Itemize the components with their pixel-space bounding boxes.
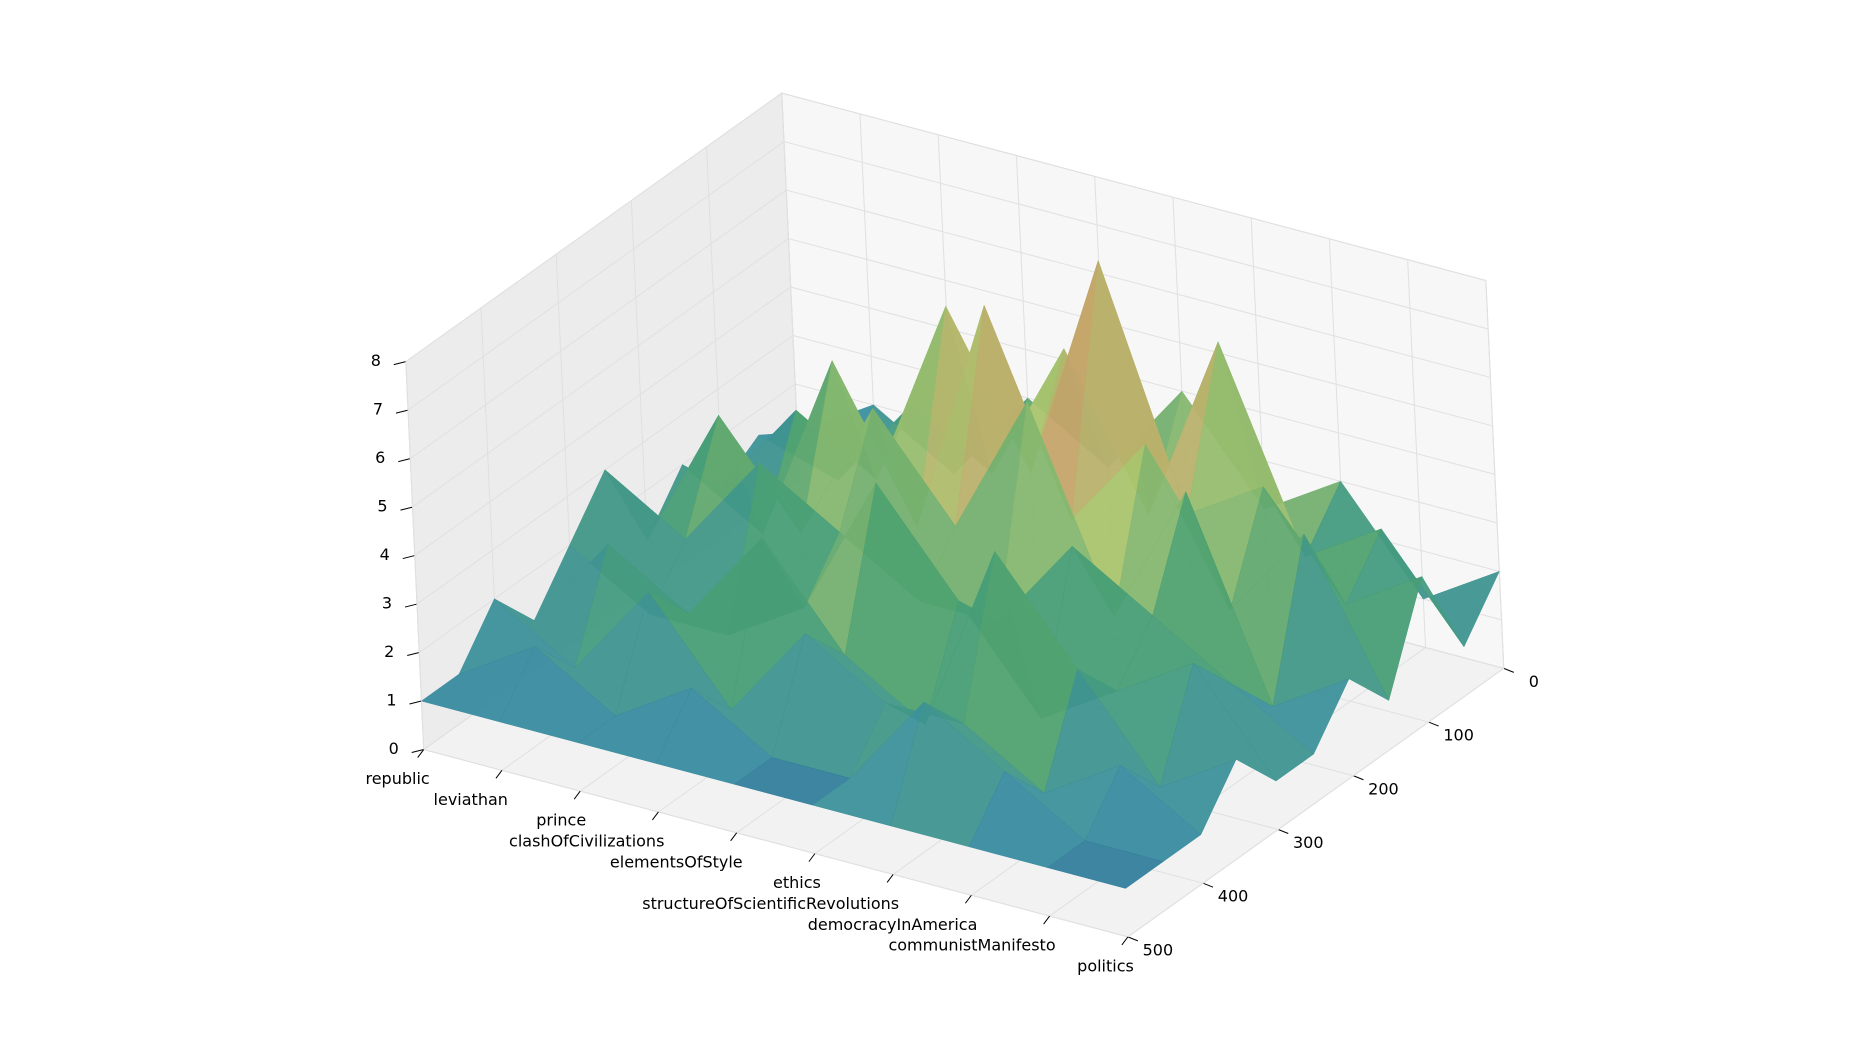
tick-mark (417, 749, 425, 758)
category-label: structureOfScientificRevolutions (642, 894, 899, 913)
category-label: politics (1077, 956, 1134, 975)
tick-mark (1428, 721, 1439, 727)
z-tick-label: 2 (384, 642, 394, 661)
tick-mark (402, 555, 415, 560)
x-tick-label: 200 (1368, 779, 1399, 798)
z-tick-label: 7 (373, 400, 383, 419)
category-label: ethics (773, 873, 821, 892)
tick-mark (411, 749, 424, 754)
grid-line (788, 238, 1493, 427)
tick-mark (1127, 936, 1139, 942)
tick-mark (407, 652, 420, 657)
grid-line (414, 286, 791, 556)
tick-mark (393, 361, 406, 366)
category-label: clashOfCivilizations (509, 831, 664, 850)
z-tick-label: 3 (382, 594, 392, 613)
tick-mark (1121, 936, 1129, 946)
grid-line (1127, 667, 1505, 938)
tick-mark (400, 506, 413, 511)
grid-line (407, 141, 785, 411)
tick-mark (808, 853, 816, 862)
grid-line (1485, 280, 1505, 669)
tick-mark (886, 874, 894, 883)
x-tick-label: 500 (1143, 940, 1174, 959)
x-tick-label: 100 (1443, 726, 1474, 745)
category-label: leviathan (434, 790, 508, 809)
grid-line (786, 189, 1491, 378)
tick-mark (964, 894, 972, 904)
z-tick-label: 6 (375, 448, 385, 467)
tick-mark (398, 458, 411, 463)
z-tick-label: 0 (389, 739, 399, 758)
tick-mark (409, 700, 422, 705)
category-label: elementsOfStyle (610, 852, 743, 871)
tick-mark (1503, 667, 1514, 673)
grid-line (781, 92, 1487, 281)
grid-line (783, 141, 1489, 330)
z-tick-label: 4 (380, 545, 390, 564)
tick-mark (652, 811, 659, 821)
x-tick-label: 300 (1293, 833, 1324, 852)
grid-line (412, 238, 789, 508)
tick-mark (395, 409, 409, 414)
category-label: prince (536, 811, 586, 830)
z-tick-label: 1 (386, 691, 396, 710)
surface-cell (1046, 840, 1164, 889)
tick-mark (1353, 775, 1364, 781)
grid-line (405, 92, 783, 363)
category-label: communistManifesto (888, 936, 1055, 955)
tick-mark (1278, 829, 1289, 834)
x-tick-label: 400 (1218, 887, 1249, 906)
grid-line (405, 361, 425, 750)
tick-mark (404, 603, 418, 608)
tick-mark (495, 770, 503, 779)
tick-mark (1202, 882, 1214, 888)
tick-mark (573, 790, 581, 800)
tick-mark (730, 832, 738, 842)
tick-mark (1043, 915, 1051, 925)
category-label: republic (365, 769, 429, 788)
z-tick-label: 5 (377, 497, 387, 516)
grid-line (409, 189, 787, 460)
grid-line (423, 749, 1128, 938)
grid-line (790, 286, 1495, 475)
x-tick-label: 0 (1529, 672, 1539, 691)
category-label: democracyInAmerica (808, 915, 978, 934)
z-tick-label: 8 (371, 351, 381, 370)
